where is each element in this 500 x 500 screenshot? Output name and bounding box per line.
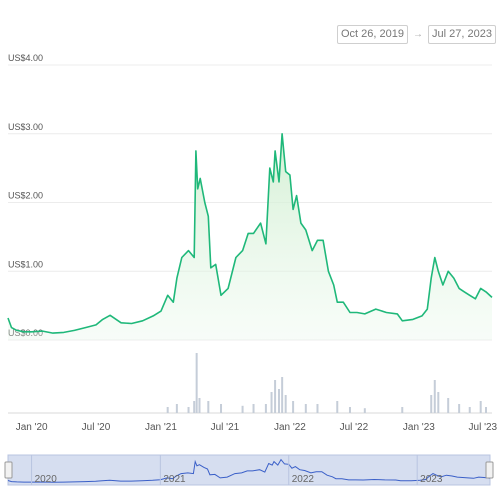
x-tick-label: Jan '21 bbox=[145, 422, 177, 433]
x-axis-ticks: Jan '20 Jul '20 Jan '21 Jul '21 Jan '22 Jul '… bbox=[16, 422, 498, 433]
y-tick-label: US$3.00 bbox=[8, 122, 43, 132]
volume-bar bbox=[207, 401, 210, 413]
volume-bar bbox=[193, 401, 196, 413]
volume-bar bbox=[336, 401, 339, 413]
x-tick-label: Jan '22 bbox=[274, 422, 306, 433]
navigator-tick-label: 2021 bbox=[163, 474, 186, 485]
volume-bar bbox=[187, 407, 190, 413]
y-tick-label: US$2.00 bbox=[8, 191, 43, 201]
volume-bar bbox=[468, 407, 471, 413]
volume-bar bbox=[264, 404, 267, 413]
navigator[interactable]: 2020 2021 2022 2023 bbox=[4, 454, 494, 486]
navigator-right-handle[interactable] bbox=[485, 461, 494, 479]
x-tick-label: Jul '23 bbox=[469, 422, 498, 433]
volume-bar bbox=[195, 353, 198, 413]
volume-bar bbox=[220, 404, 223, 413]
volume-bar bbox=[363, 408, 366, 413]
volume-bar bbox=[433, 380, 436, 413]
volume-bar bbox=[484, 407, 487, 413]
volume-bar bbox=[316, 404, 319, 413]
volume-bar bbox=[479, 401, 482, 413]
volume-bar bbox=[166, 407, 169, 413]
volume-bar bbox=[401, 407, 404, 413]
volume-bar bbox=[252, 404, 255, 413]
x-tick-label: Jul '20 bbox=[82, 422, 111, 433]
price-line bbox=[7, 133, 493, 334]
y-tick-label: US$4.00 bbox=[8, 53, 43, 63]
date-range-selector: Oct 26, 2019 → Jul 27, 2023 bbox=[337, 25, 496, 44]
date-to-input[interactable]: Jul 27, 2023 bbox=[428, 25, 496, 44]
volume-bar bbox=[447, 398, 450, 413]
volume-bar bbox=[270, 392, 273, 413]
volume-bar bbox=[175, 404, 178, 413]
volume-bar bbox=[284, 395, 287, 413]
arrow-right-icon: → bbox=[413, 29, 423, 40]
navigator-tick-label: 2022 bbox=[292, 474, 315, 485]
navigator-tick-label: 2020 bbox=[35, 474, 58, 485]
volume-bar bbox=[292, 401, 295, 413]
navigator-tick-label: 2023 bbox=[420, 474, 443, 485]
navigator-line bbox=[7, 458, 491, 483]
price-area bbox=[8, 133, 492, 340]
volume-bar bbox=[274, 380, 277, 413]
volume-bar bbox=[277, 389, 280, 413]
x-tick-label: Jan '23 bbox=[403, 422, 435, 433]
volume-bar bbox=[458, 404, 461, 413]
volume-bar bbox=[430, 395, 433, 413]
price-series bbox=[7, 133, 493, 340]
volume-bars bbox=[8, 353, 492, 414]
x-tick-label: Jan '20 bbox=[16, 422, 48, 433]
y-tick-label: US$1.00 bbox=[8, 259, 43, 269]
volume-bar bbox=[304, 404, 307, 413]
volume-bar bbox=[198, 398, 201, 413]
volume-bar bbox=[437, 392, 440, 413]
volume-bar bbox=[281, 377, 284, 413]
date-from-input[interactable]: Oct 26, 2019 bbox=[337, 25, 408, 44]
x-tick-label: Jul '22 bbox=[340, 422, 369, 433]
volume-bar bbox=[241, 405, 244, 413]
volume-bar bbox=[348, 407, 351, 413]
navigator-left-handle[interactable] bbox=[4, 461, 13, 479]
x-tick-label: Jul '21 bbox=[211, 422, 240, 433]
